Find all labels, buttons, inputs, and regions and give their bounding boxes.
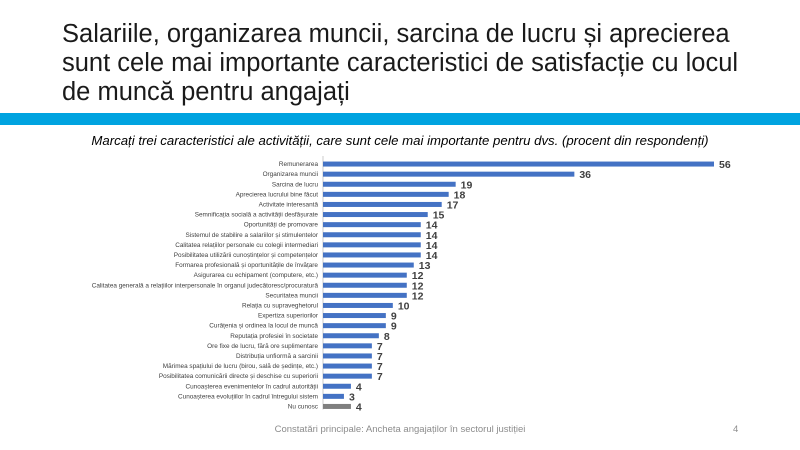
data-label: 12 bbox=[412, 270, 424, 282]
slide-title: Salariile, organizarea muncii, sarcina d… bbox=[62, 20, 739, 106]
data-label: 14 bbox=[426, 250, 438, 262]
data-label: 36 bbox=[579, 169, 591, 181]
bar bbox=[323, 232, 421, 238]
data-label: 56 bbox=[719, 159, 731, 171]
bar-chart: Remunerarea 56 Organizarea muncii 36 Sarcina… bbox=[92, 156, 731, 413]
data-label: 7 bbox=[377, 361, 383, 373]
bar bbox=[323, 212, 428, 218]
category-label: Organizarea muncii bbox=[263, 171, 318, 178]
category-label: Activitate interesantă bbox=[259, 201, 319, 208]
category-label: Semnificația socială a activității desfă… bbox=[195, 212, 319, 219]
bar bbox=[323, 343, 372, 349]
bar bbox=[323, 201, 442, 207]
data-label: 4 bbox=[356, 381, 362, 393]
bar bbox=[323, 262, 414, 268]
category-label: Sistemul de stabilire a salariilor și st… bbox=[186, 232, 319, 239]
category-label: Cunoașterea evoluțiilor în cadrul întreg… bbox=[178, 393, 318, 400]
category-label: Mărimea spațiului de lucru (birou, sală … bbox=[163, 363, 318, 370]
data-label: 7 bbox=[377, 351, 383, 363]
bar bbox=[323, 363, 372, 369]
bar bbox=[323, 181, 456, 187]
data-label: 14 bbox=[426, 240, 438, 252]
data-label: 8 bbox=[384, 331, 390, 343]
chart-title: Marcați trei caracteristici ale activită… bbox=[91, 133, 709, 148]
data-label: 17 bbox=[447, 199, 459, 211]
bar bbox=[323, 403, 351, 409]
data-label: 14 bbox=[426, 230, 438, 242]
data-label: 9 bbox=[391, 311, 397, 323]
category-label: Securitatea muncii bbox=[265, 292, 318, 299]
data-label: 7 bbox=[377, 341, 383, 353]
data-label: 3 bbox=[349, 391, 355, 403]
data-label: 19 bbox=[461, 179, 473, 191]
bar bbox=[323, 353, 372, 359]
bar bbox=[323, 323, 386, 329]
data-label: 4 bbox=[356, 401, 362, 413]
bar bbox=[323, 393, 344, 399]
bar bbox=[323, 383, 351, 389]
data-label: 15 bbox=[433, 210, 445, 222]
category-label: Expertiza superiorilor bbox=[258, 313, 319, 320]
category-label: Posibilitatea utilizării cunoștințelor ș… bbox=[174, 252, 319, 259]
category-label: Nu cunosc bbox=[288, 403, 319, 410]
category-label: Ore fixe de lucru, fără ore suplimentare bbox=[207, 343, 318, 350]
bar bbox=[323, 222, 421, 228]
bar bbox=[323, 302, 393, 308]
bar bbox=[323, 313, 386, 319]
data-label: 18 bbox=[454, 189, 466, 201]
data-label: 7 bbox=[377, 371, 383, 383]
category-label: Aprecierea lucrului bine făcut bbox=[236, 191, 319, 198]
category-label: Relația cu supraveghetorul bbox=[242, 302, 318, 309]
category-label: Remunerarea bbox=[279, 161, 319, 168]
bar bbox=[323, 373, 372, 379]
footer-text: Constatări principale: Ancheta angajațil… bbox=[274, 424, 526, 435]
data-label: 13 bbox=[419, 260, 431, 272]
bar bbox=[323, 272, 407, 278]
category-label: Formarea profesională și oportunitățile … bbox=[175, 262, 318, 269]
bar bbox=[323, 171, 575, 177]
data-label: 12 bbox=[412, 280, 424, 292]
accent-bar bbox=[0, 113, 800, 125]
data-label: 14 bbox=[426, 220, 438, 232]
category-label: Asigurarea cu echipament (computere, etc… bbox=[194, 272, 318, 279]
bar bbox=[323, 161, 714, 167]
category-label: Reputația profesiei în societate bbox=[230, 333, 318, 340]
bar bbox=[323, 292, 407, 298]
category-label: Oportunități de promovare bbox=[244, 222, 319, 229]
category-label: Cunoașterea evenimentelor în cadrul auto… bbox=[185, 383, 318, 390]
category-label: Sarcina de lucru bbox=[272, 181, 319, 188]
category-label: Posibilitatea comunicării directe și des… bbox=[159, 373, 318, 380]
data-label: 12 bbox=[412, 290, 424, 302]
data-label: 9 bbox=[391, 321, 397, 333]
bar bbox=[323, 282, 407, 288]
category-label: Curățenia și ordinea la locul de muncă bbox=[209, 323, 318, 330]
bar bbox=[323, 242, 421, 248]
category-label: Calitatea generală a relațiilor interper… bbox=[92, 282, 319, 289]
category-label: Calitatea relațiilor personale cu colegi… bbox=[175, 242, 318, 249]
data-label: 10 bbox=[398, 300, 410, 312]
bar bbox=[323, 252, 421, 258]
bar bbox=[323, 191, 449, 197]
page-number: 4 bbox=[733, 424, 739, 435]
category-label: Distribuția unfiormă a sarcinii bbox=[236, 353, 318, 360]
bar bbox=[323, 333, 379, 339]
